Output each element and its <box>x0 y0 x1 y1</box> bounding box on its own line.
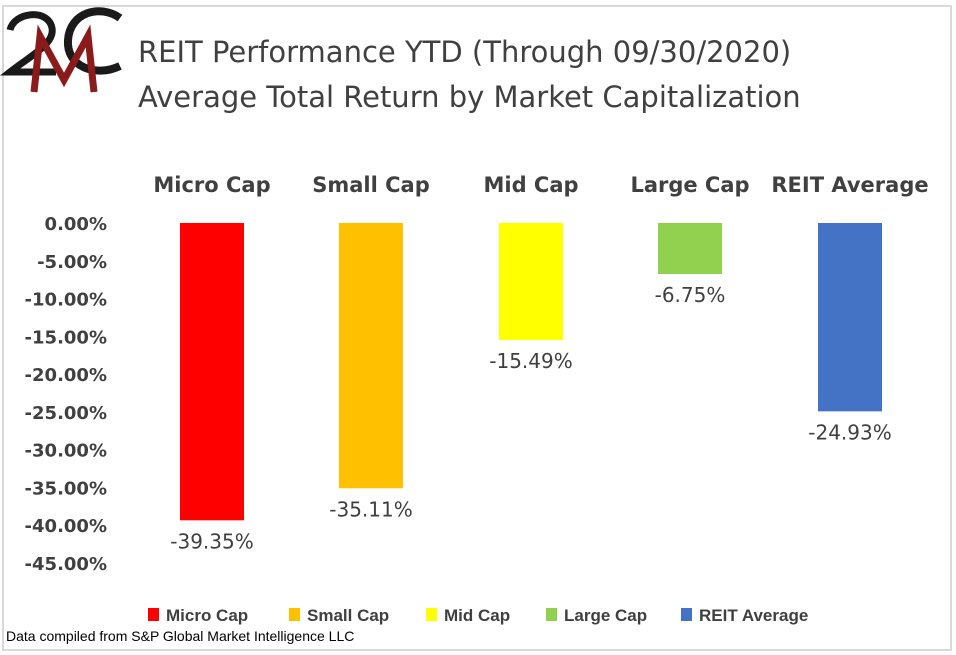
legend-label: Small Cap <box>307 606 389 625</box>
data-label: -24.93% <box>808 420 891 444</box>
bar-large-cap <box>658 223 722 274</box>
data-label: -39.35% <box>170 529 253 553</box>
logo-2 <box>0 11 56 76</box>
legend: Micro Cap Small Cap Mid Cap Large Cap REIT A… <box>148 606 808 625</box>
y-tick-label: -10.00% <box>25 290 107 311</box>
bar-micro-cap <box>180 223 244 521</box>
legend-swatch <box>426 608 437 621</box>
source-note: Data compiled from S&P Global Market Int… <box>6 628 354 644</box>
legend-swatch <box>148 608 159 621</box>
legend-label: Large Cap <box>564 606 647 625</box>
chart-frame <box>2 5 952 651</box>
chart-title: REIT Performance YTD (Through 09/30/2020… <box>138 35 791 69</box>
y-tick-label: -30.00% <box>25 441 107 462</box>
category-label: Small Cap <box>312 173 430 197</box>
y-tick-label: -40.00% <box>25 516 107 537</box>
bars: Micro Cap -39.35% Small Cap -35.11% Mid Cap -… <box>153 173 928 553</box>
bar-reit-average <box>818 223 882 412</box>
category-label: Mid Cap <box>483 173 578 197</box>
bar-mid-cap <box>499 223 563 341</box>
y-tick-label: -15.00% <box>25 327 107 348</box>
data-label: -35.11% <box>329 497 412 521</box>
y-tick-label: -35.00% <box>25 478 107 499</box>
category-label: Large Cap <box>630 173 749 197</box>
legend-swatch <box>546 608 557 621</box>
legend-label: Micro Cap <box>166 606 248 625</box>
category-label: Micro Cap <box>153 173 270 197</box>
y-axis: 0.00% -5.00% -10.00% -15.00% -20.00% -25.00% -… <box>25 214 107 575</box>
data-label: -6.75% <box>655 283 726 307</box>
data-label: -15.49% <box>489 349 572 373</box>
logo <box>0 7 123 93</box>
bar-small-cap <box>339 223 403 489</box>
legend-label: Mid Cap <box>444 606 510 625</box>
y-tick-label: 0.00% <box>45 214 107 235</box>
y-tick-label: -25.00% <box>25 403 107 424</box>
y-tick-label: -5.00% <box>37 252 107 273</box>
legend-label: REIT Average <box>699 606 808 625</box>
legend-swatch <box>289 608 300 621</box>
logo-m <box>30 24 98 93</box>
logo-c <box>63 7 123 75</box>
legend-swatch <box>681 608 692 621</box>
y-tick-label: -20.00% <box>25 365 107 386</box>
category-label: REIT Average <box>771 173 928 197</box>
chart-subtitle: Average Total Return by Market Capitaliz… <box>138 80 801 114</box>
y-tick-label: -45.00% <box>25 554 107 575</box>
